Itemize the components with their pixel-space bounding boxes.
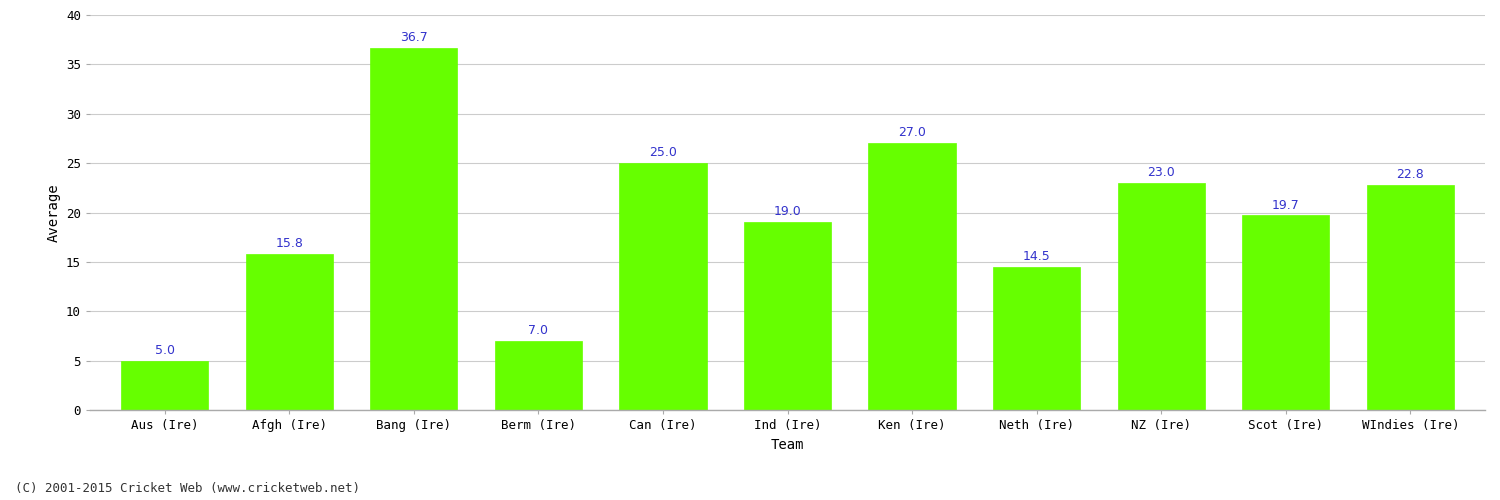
Text: 14.5: 14.5 xyxy=(1023,250,1050,263)
Bar xyxy=(246,254,333,410)
Text: 25.0: 25.0 xyxy=(650,146,676,159)
Text: 19.7: 19.7 xyxy=(1272,198,1299,211)
Bar xyxy=(495,341,582,410)
Bar xyxy=(1118,183,1204,410)
Bar xyxy=(744,222,831,410)
Text: 19.0: 19.0 xyxy=(774,206,801,218)
Y-axis label: Average: Average xyxy=(46,183,60,242)
Text: 23.0: 23.0 xyxy=(1148,166,1174,179)
Bar xyxy=(620,163,706,410)
Bar xyxy=(868,144,956,410)
Text: 27.0: 27.0 xyxy=(898,126,926,140)
Bar xyxy=(1242,216,1329,410)
Text: 15.8: 15.8 xyxy=(276,237,303,250)
X-axis label: Team: Team xyxy=(771,438,804,452)
Text: 22.8: 22.8 xyxy=(1396,168,1423,181)
Text: (C) 2001-2015 Cricket Web (www.cricketweb.net): (C) 2001-2015 Cricket Web (www.cricketwe… xyxy=(15,482,360,495)
Bar xyxy=(370,48,458,410)
Bar xyxy=(122,360,208,410)
Bar xyxy=(993,267,1080,410)
Text: 5.0: 5.0 xyxy=(154,344,174,356)
Bar xyxy=(1366,185,1454,410)
Text: 7.0: 7.0 xyxy=(528,324,549,337)
Text: 36.7: 36.7 xyxy=(400,30,427,44)
